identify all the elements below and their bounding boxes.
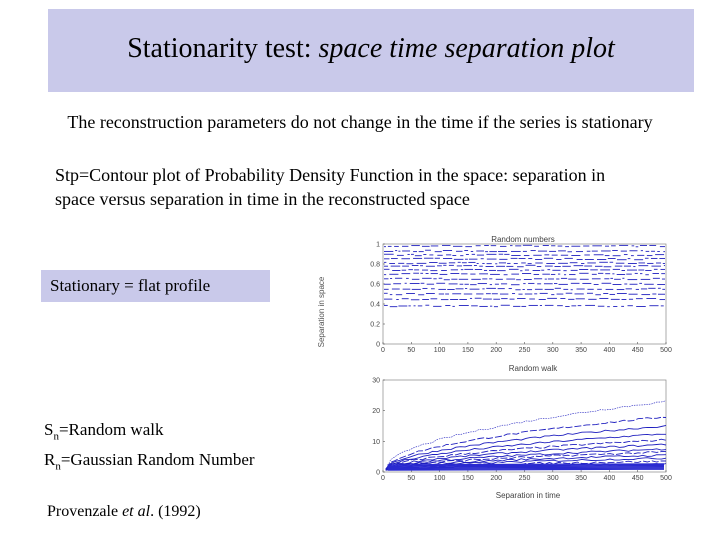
- y-tick-label: 0.4: [370, 302, 380, 309]
- x-tick-label: 300: [547, 347, 559, 354]
- slide-title: Stationarity test: space time separation…: [48, 33, 694, 65]
- contour-line: [385, 438, 667, 470]
- title-prefix: Stationarity test:: [127, 33, 319, 64]
- x-tick-label: 0: [381, 347, 385, 354]
- flat-profile-box: Stationary = flat profile: [41, 270, 270, 302]
- contour-line: [385, 424, 667, 471]
- stp-line-2: space versus separation in time in the r…: [55, 189, 470, 209]
- plot-title: Random walk: [509, 364, 558, 373]
- s-text: =Random walk: [58, 420, 164, 439]
- contour-line: [385, 451, 666, 471]
- stp-line-1: Stp=Contour plot of Probability Density …: [55, 165, 606, 185]
- x-tick-label: 400: [604, 347, 616, 354]
- space-time-separation-plots: Separation in space 0 50 100 150 200 250 300 35…: [317, 235, 672, 500]
- x-tick-label: 50: [407, 475, 415, 482]
- citation-rest: . (1992): [150, 503, 201, 520]
- legend-s: Sn=Random walk: [44, 418, 255, 448]
- y-tick-label: 0: [376, 342, 380, 349]
- x-tick-label: 100: [434, 347, 446, 354]
- x-tick-label: 400: [604, 475, 616, 482]
- r-symbol: R: [44, 450, 56, 470]
- plot-title: Random numbers: [491, 235, 555, 244]
- x-tick-label: 150: [462, 347, 474, 354]
- y-tick-label: 30: [372, 378, 380, 385]
- contour-line-dense: [387, 468, 665, 471]
- flat-profile-label: Stationary = flat profile: [50, 276, 211, 295]
- citation-author: Provenzale: [47, 503, 123, 520]
- title-box: Stationarity test: space time separation…: [48, 9, 694, 92]
- legend: Sn=Random walk Rn=Gaussian Random Number: [44, 418, 255, 479]
- plot-random-walk: 0 50 100 150 200 250 300 350 400 450 500 0 10 20 30 Ran…: [372, 364, 672, 500]
- contour-line: [385, 400, 667, 471]
- r-subscript: n: [55, 460, 61, 473]
- x-tick-label: 50: [407, 347, 415, 354]
- contour-line: [385, 416, 667, 470]
- y-tick-label: 0: [376, 470, 380, 477]
- title-italic: space time separation plot: [318, 33, 615, 64]
- x-tick-label: 150: [462, 475, 474, 482]
- subtitle: The reconstruction parameters do not cha…: [67, 112, 653, 132]
- plot-y-axis-label: Separation in space: [317, 276, 326, 347]
- y-tick-label: 20: [372, 408, 380, 415]
- plot-x-axis-label: Separation in time: [496, 491, 561, 500]
- x-tick-label: 500: [660, 347, 672, 354]
- legend-r: Rn=Gaussian Random Number: [44, 448, 255, 478]
- y-tick-label: 0.8: [370, 262, 380, 269]
- x-tick-label: 200: [490, 347, 502, 354]
- citation: Provenzale et al. (1992): [47, 503, 201, 521]
- y-tick-label: 1: [376, 242, 380, 249]
- s-subscript: n: [53, 430, 59, 443]
- x-tick-label: 300: [547, 475, 559, 482]
- x-tick-label: 450: [632, 475, 644, 482]
- x-tick-label: 100: [434, 475, 446, 482]
- r-text: =Gaussian Random Number: [60, 450, 255, 470]
- s-symbol: S: [44, 420, 54, 439]
- y-tick-label: 10: [372, 439, 380, 446]
- y-tick-label: 0.2: [370, 322, 380, 329]
- citation-etal: et al: [122, 503, 151, 520]
- x-tick-label: 500: [660, 475, 672, 482]
- contour-line: [385, 433, 666, 470]
- x-tick-label: 250: [519, 475, 531, 482]
- contour-line-dense: [387, 466, 665, 469]
- x-tick-label: 350: [575, 475, 587, 482]
- contour-line-dense: [387, 463, 665, 466]
- stp-description: Stp=Contour plot of Probability Density …: [55, 163, 705, 211]
- x-tick-label: 200: [490, 475, 502, 482]
- x-tick-label: 250: [519, 347, 531, 354]
- y-tick-label: 0.6: [370, 282, 380, 289]
- x-tick-label: 0: [381, 475, 385, 482]
- x-tick-label: 350: [575, 347, 587, 354]
- contour-line-dense: [387, 467, 665, 470]
- plot-random-numbers: 0 50 100 150 200 250 300 350 400 450 500 0 0.2 0.4 0.6…: [370, 235, 672, 354]
- contour-line: [385, 448, 667, 471]
- contour-line: [385, 443, 667, 470]
- contour-line-dense: [387, 465, 665, 468]
- contour-line-dense: [387, 464, 665, 467]
- x-tick-label: 450: [632, 347, 644, 354]
